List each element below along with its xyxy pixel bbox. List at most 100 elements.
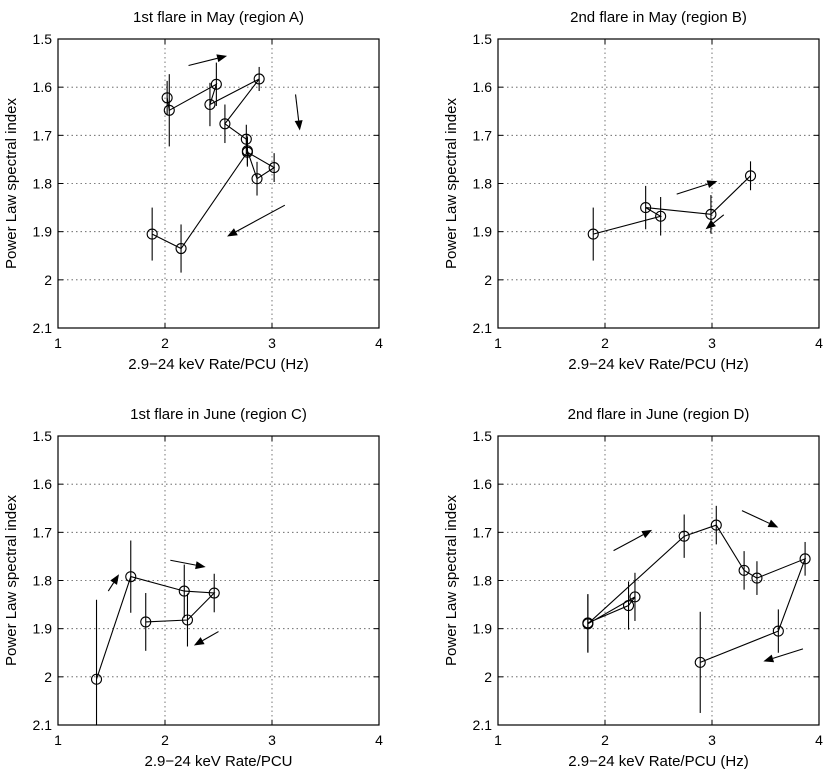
y-tick-label: 1.7 bbox=[33, 524, 53, 540]
y-tick-label: 2.1 bbox=[33, 717, 53, 733]
trend-arrow bbox=[235, 204, 286, 233]
data-point bbox=[705, 208, 717, 220]
y-tick-label: 2 bbox=[484, 669, 492, 685]
data-point bbox=[125, 571, 137, 583]
trend-arrowhead bbox=[294, 120, 303, 131]
data-point bbox=[582, 618, 594, 630]
data-point bbox=[268, 162, 280, 174]
x-tick-label: 3 bbox=[708, 335, 716, 351]
y-tick-label: 1.9 bbox=[33, 224, 53, 240]
x-tick-label: 2 bbox=[601, 335, 609, 351]
data-point bbox=[251, 173, 263, 185]
trend-arrow bbox=[294, 94, 300, 121]
series-line bbox=[593, 175, 751, 235]
y-tick-label: 1.5 bbox=[473, 31, 493, 47]
x-tick-label: 2 bbox=[161, 732, 169, 748]
data-point bbox=[587, 228, 599, 240]
trend-arrowhead bbox=[763, 654, 775, 663]
trend-arrowhead bbox=[193, 637, 205, 646]
trend-arrowhead bbox=[227, 228, 238, 237]
x-axis-label: 2.9−24 keV Rate/PCU bbox=[144, 753, 292, 770]
plot-frame bbox=[57, 435, 380, 726]
data-point bbox=[678, 530, 690, 542]
trend-arrowhead bbox=[216, 54, 228, 63]
panel-d: 1 2 3 4 1.5 1.6 1.7 1.8 1.9 2 2.1 2nd flare in June… bbox=[443, 406, 823, 770]
y-tick-label: 2 bbox=[44, 669, 52, 685]
data-point bbox=[208, 587, 220, 599]
y-tick-label: 2.1 bbox=[473, 717, 493, 733]
y-tick-label: 1.8 bbox=[33, 176, 53, 192]
chart-title: 2nd flare in May (region B) bbox=[570, 9, 747, 26]
x-axis-label: 2.9−24 keV Rate/PCU (Hz) bbox=[568, 753, 749, 770]
y-axis-label: Power Law spectral index bbox=[3, 98, 20, 269]
y-axis-label: Power Law spectral index bbox=[443, 495, 460, 666]
x-tick-label: 3 bbox=[708, 732, 716, 748]
panel-a: 1 2 3 4 1.5 1.6 1.7 1.8 1.9 2 2.1 1st flare in May … bbox=[3, 9, 383, 373]
data-point bbox=[175, 242, 187, 255]
y-tick-label: 1.5 bbox=[473, 428, 493, 444]
data-point bbox=[751, 572, 763, 584]
data-point bbox=[161, 92, 173, 104]
data-point bbox=[241, 146, 253, 158]
data-point bbox=[140, 616, 152, 628]
y-tick-label: 1.8 bbox=[33, 573, 53, 589]
data-point bbox=[210, 78, 222, 90]
x-tick-label: 4 bbox=[815, 335, 823, 351]
data-point bbox=[90, 673, 103, 685]
y-tick-label: 1.7 bbox=[473, 127, 493, 143]
data-point bbox=[240, 133, 252, 145]
y-tick-label: 1.9 bbox=[473, 621, 493, 637]
data-point bbox=[253, 73, 265, 85]
data-point bbox=[219, 118, 231, 130]
trend-arrowhead bbox=[705, 219, 716, 230]
y-tick-label: 1.8 bbox=[473, 573, 493, 589]
chart-title: 2nd flare in June (region D) bbox=[568, 406, 750, 423]
x-tick-label: 3 bbox=[268, 335, 276, 351]
y-tick-label: 1.5 bbox=[33, 31, 53, 47]
plot-frame bbox=[497, 38, 820, 329]
y-tick-label: 2.1 bbox=[473, 320, 493, 336]
trend-arrow bbox=[202, 631, 219, 642]
trend-arrowhead bbox=[706, 180, 718, 188]
data-point bbox=[640, 202, 652, 214]
data-point bbox=[181, 614, 194, 626]
x-tick-label: 3 bbox=[268, 732, 276, 748]
y-tick-label: 2.1 bbox=[33, 320, 53, 336]
data-point bbox=[146, 228, 158, 240]
y-tick-label: 2 bbox=[484, 272, 492, 288]
trend-arrow bbox=[713, 214, 725, 224]
x-tick-label: 4 bbox=[815, 732, 823, 748]
trend-arrow bbox=[613, 534, 644, 552]
data-point bbox=[178, 585, 190, 597]
trend-arrow bbox=[772, 648, 804, 659]
plot-frame bbox=[57, 38, 380, 329]
x-axis-label: 2.9−24 keV Rate/PCU (Hz) bbox=[568, 356, 749, 373]
y-tick-label: 1.7 bbox=[473, 524, 493, 540]
x-tick-label: 1 bbox=[54, 732, 62, 748]
y-tick-label: 1.9 bbox=[473, 224, 493, 240]
trend-arrow bbox=[741, 510, 770, 524]
x-tick-label: 4 bbox=[375, 335, 383, 351]
y-tick-label: 1.6 bbox=[33, 476, 53, 492]
data-point bbox=[655, 210, 667, 222]
data-point bbox=[738, 564, 750, 576]
x-tick-label: 2 bbox=[161, 335, 169, 351]
data-point bbox=[694, 656, 706, 668]
series-line bbox=[587, 524, 807, 663]
trend-arrowhead bbox=[641, 529, 653, 539]
data-point bbox=[629, 591, 641, 603]
chart-title: 1st flare in June (region C) bbox=[130, 406, 307, 423]
y-tick-label: 1.6 bbox=[473, 476, 493, 492]
y-tick-label: 1.7 bbox=[33, 127, 53, 143]
trend-arrowhead bbox=[195, 561, 206, 570]
panel-b: 1 2 3 4 1.5 1.6 1.7 1.8 1.9 2 2.1 2nd flare in May … bbox=[443, 9, 823, 373]
y-axis-label: Power Law spectral index bbox=[443, 98, 460, 269]
y-tick-label: 1.5 bbox=[33, 428, 53, 444]
y-tick-label: 1.6 bbox=[473, 79, 493, 95]
x-tick-label: 1 bbox=[494, 732, 502, 748]
trend-arrow bbox=[170, 559, 196, 566]
trend-arrow bbox=[676, 183, 708, 195]
data-point bbox=[204, 98, 216, 111]
series-line bbox=[151, 78, 276, 250]
